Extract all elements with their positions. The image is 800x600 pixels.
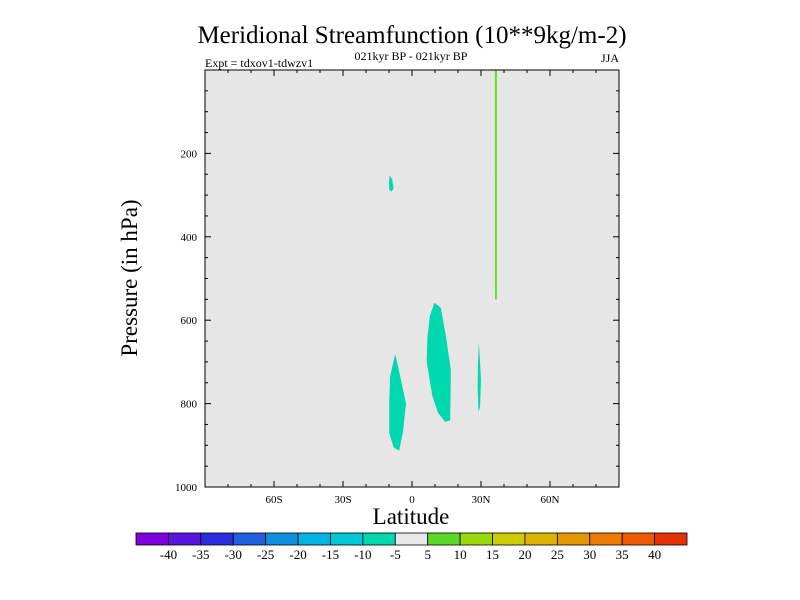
colorbar-swatch xyxy=(265,532,299,546)
colorbar-label: 20 xyxy=(518,547,531,562)
chart-subtitle-right: JJA xyxy=(601,51,619,65)
x-tick-label: 30N xyxy=(472,494,491,506)
colorbar-swatch xyxy=(427,532,461,546)
colorbar-label: -20 xyxy=(289,547,306,562)
colorbar-label: -30 xyxy=(225,547,242,562)
colorbar-swatch xyxy=(589,532,623,546)
contour-region-cell-10S-low xyxy=(389,354,406,451)
chart-title: Meridional Streamfunction (10**9kg/m-2) xyxy=(197,22,626,49)
y-tick-label: 600 xyxy=(181,315,198,327)
colorbar-swatch xyxy=(394,532,429,546)
y-tick-label: 200 xyxy=(181,148,198,160)
x-tick-label: 60S xyxy=(265,494,282,506)
chart-subtitle-center: 021kyr BP - 021kyr BP xyxy=(355,49,468,63)
colorbar-swatch xyxy=(654,532,688,546)
axis-ticks xyxy=(205,70,619,488)
colorbar-swatch xyxy=(330,532,364,546)
colorbar-swatch xyxy=(135,532,169,546)
colorbar-label: 5 xyxy=(424,547,431,562)
x-tick-label: 60N xyxy=(541,494,560,506)
colorbar-label: -40 xyxy=(160,547,177,562)
colorbar-swatch xyxy=(492,532,526,546)
colorbar-swatch xyxy=(556,532,591,546)
colorbar-label: 35 xyxy=(616,547,629,562)
contour-region-cell-10N xyxy=(426,302,451,422)
x-tick-label: 0 xyxy=(409,494,415,506)
colorbar-swatch xyxy=(232,532,267,546)
x-tick-label: 30S xyxy=(334,494,351,506)
contour-region-sliver-29N xyxy=(477,343,481,412)
contour-region-small-patch-10S-270hPa xyxy=(389,175,394,192)
colorbar-swatch xyxy=(200,532,234,546)
colorbar-label: -15 xyxy=(322,547,339,562)
colorbar-swatch xyxy=(459,532,493,546)
colorbar-label: -5 xyxy=(390,547,401,562)
x-axis-label: Latitude xyxy=(373,504,450,529)
contour-region-line-36N xyxy=(494,70,497,300)
colorbar-swatch xyxy=(362,532,396,546)
colorbar-labels: -40 -35 -30 -25 -20 -15 -10 -5 5 10 15 20 25 30 35 40 xyxy=(160,547,661,562)
colorbar-swatch xyxy=(524,532,558,546)
colorbar-label: 30 xyxy=(583,547,596,562)
chart-subtitle-left: Expt = tdxov1-tdwzv1 xyxy=(205,56,313,70)
y-tick-label: 400 xyxy=(181,232,198,244)
colorbar-label: 10 xyxy=(454,547,467,562)
colorbar-swatch xyxy=(297,532,331,546)
contour-regions xyxy=(389,70,497,451)
colorbar-label: 15 xyxy=(486,547,499,562)
colorbar-label: -10 xyxy=(354,547,371,562)
colorbar-label: 40 xyxy=(648,547,661,562)
colorbar-swatch xyxy=(168,532,202,546)
y-tick-label: 800 xyxy=(181,399,198,411)
y-tick-label: 1000 xyxy=(175,482,198,494)
y-axis-label: Pressure (in hPa) xyxy=(117,199,142,356)
colorbar-label: -25 xyxy=(257,547,274,562)
colorbar-label: -35 xyxy=(192,547,209,562)
colorbar-swatch xyxy=(621,532,655,546)
plot-background xyxy=(205,70,619,487)
colorbar-label: 25 xyxy=(551,547,564,562)
colorbar xyxy=(135,532,688,546)
axis-tick-labels: 60S 30S 0 30N 60N 200 400 600 800 1000 xyxy=(175,148,560,506)
